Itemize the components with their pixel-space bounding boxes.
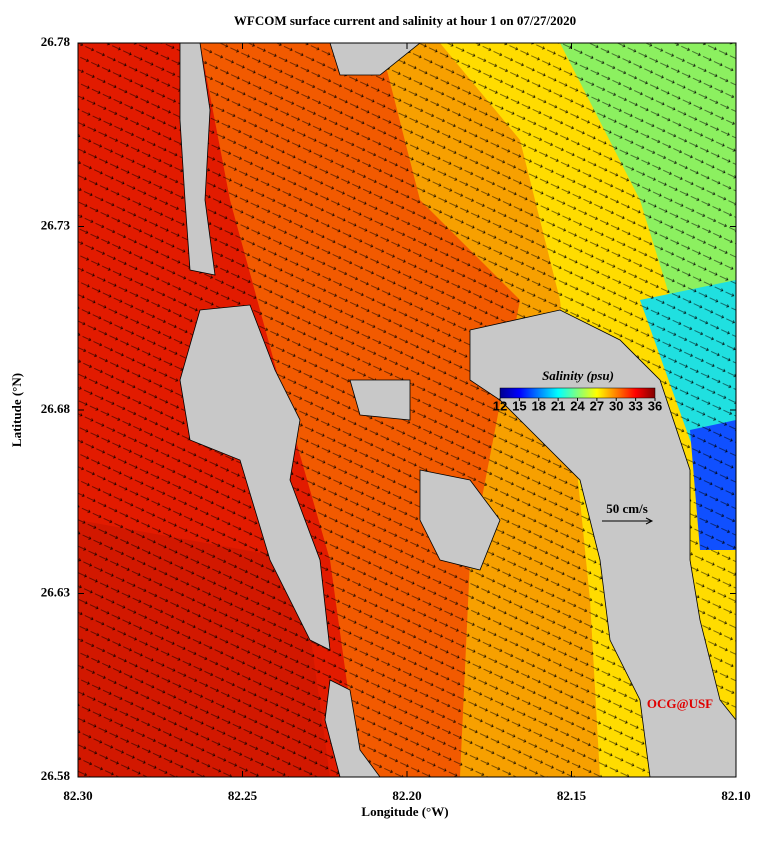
colorbar-tick-label: 24 xyxy=(570,398,585,413)
scale-label: 50 cm/s xyxy=(606,501,648,516)
colorbar-title: Salinity (psu) xyxy=(542,368,614,383)
y-tick-label: 26.73 xyxy=(41,217,71,232)
title: WFCOM surface current and salinity at ho… xyxy=(234,13,576,28)
colorbar xyxy=(499,387,656,399)
x-tick-label: 82.10 xyxy=(721,788,750,803)
x-tick-label: 82.20 xyxy=(392,788,421,803)
colorbar-tick-label: 15 xyxy=(512,398,526,413)
y-tick-label: 26.68 xyxy=(41,401,71,416)
colorbar-tick-label: 18 xyxy=(532,398,546,413)
x-tick-label: 82.25 xyxy=(228,788,258,803)
y-axis-label: Latitude (°N) xyxy=(9,373,24,447)
y-tick-label: 26.63 xyxy=(41,584,71,599)
colorbar-tick-label: 21 xyxy=(551,398,565,413)
colorbar-tick-label: 33 xyxy=(628,398,642,413)
credit: OCG@USF xyxy=(647,696,713,711)
colorbar-tick-label: 12 xyxy=(493,398,507,413)
map-field xyxy=(78,43,736,777)
y-tick-label: 26.58 xyxy=(41,768,71,783)
colorbar-tick-label: 30 xyxy=(609,398,623,413)
land xyxy=(179,43,736,777)
colorbar-tick-label: 36 xyxy=(648,398,662,413)
x-tick-label: 82.15 xyxy=(557,788,587,803)
y-tick-label: 26.78 xyxy=(41,34,71,49)
scale-arrow xyxy=(602,517,654,525)
colorbar-tick-label: 27 xyxy=(590,398,604,413)
x-axis-label: Longitude (°W) xyxy=(361,804,448,819)
x-tick-label: 82.30 xyxy=(63,788,92,803)
